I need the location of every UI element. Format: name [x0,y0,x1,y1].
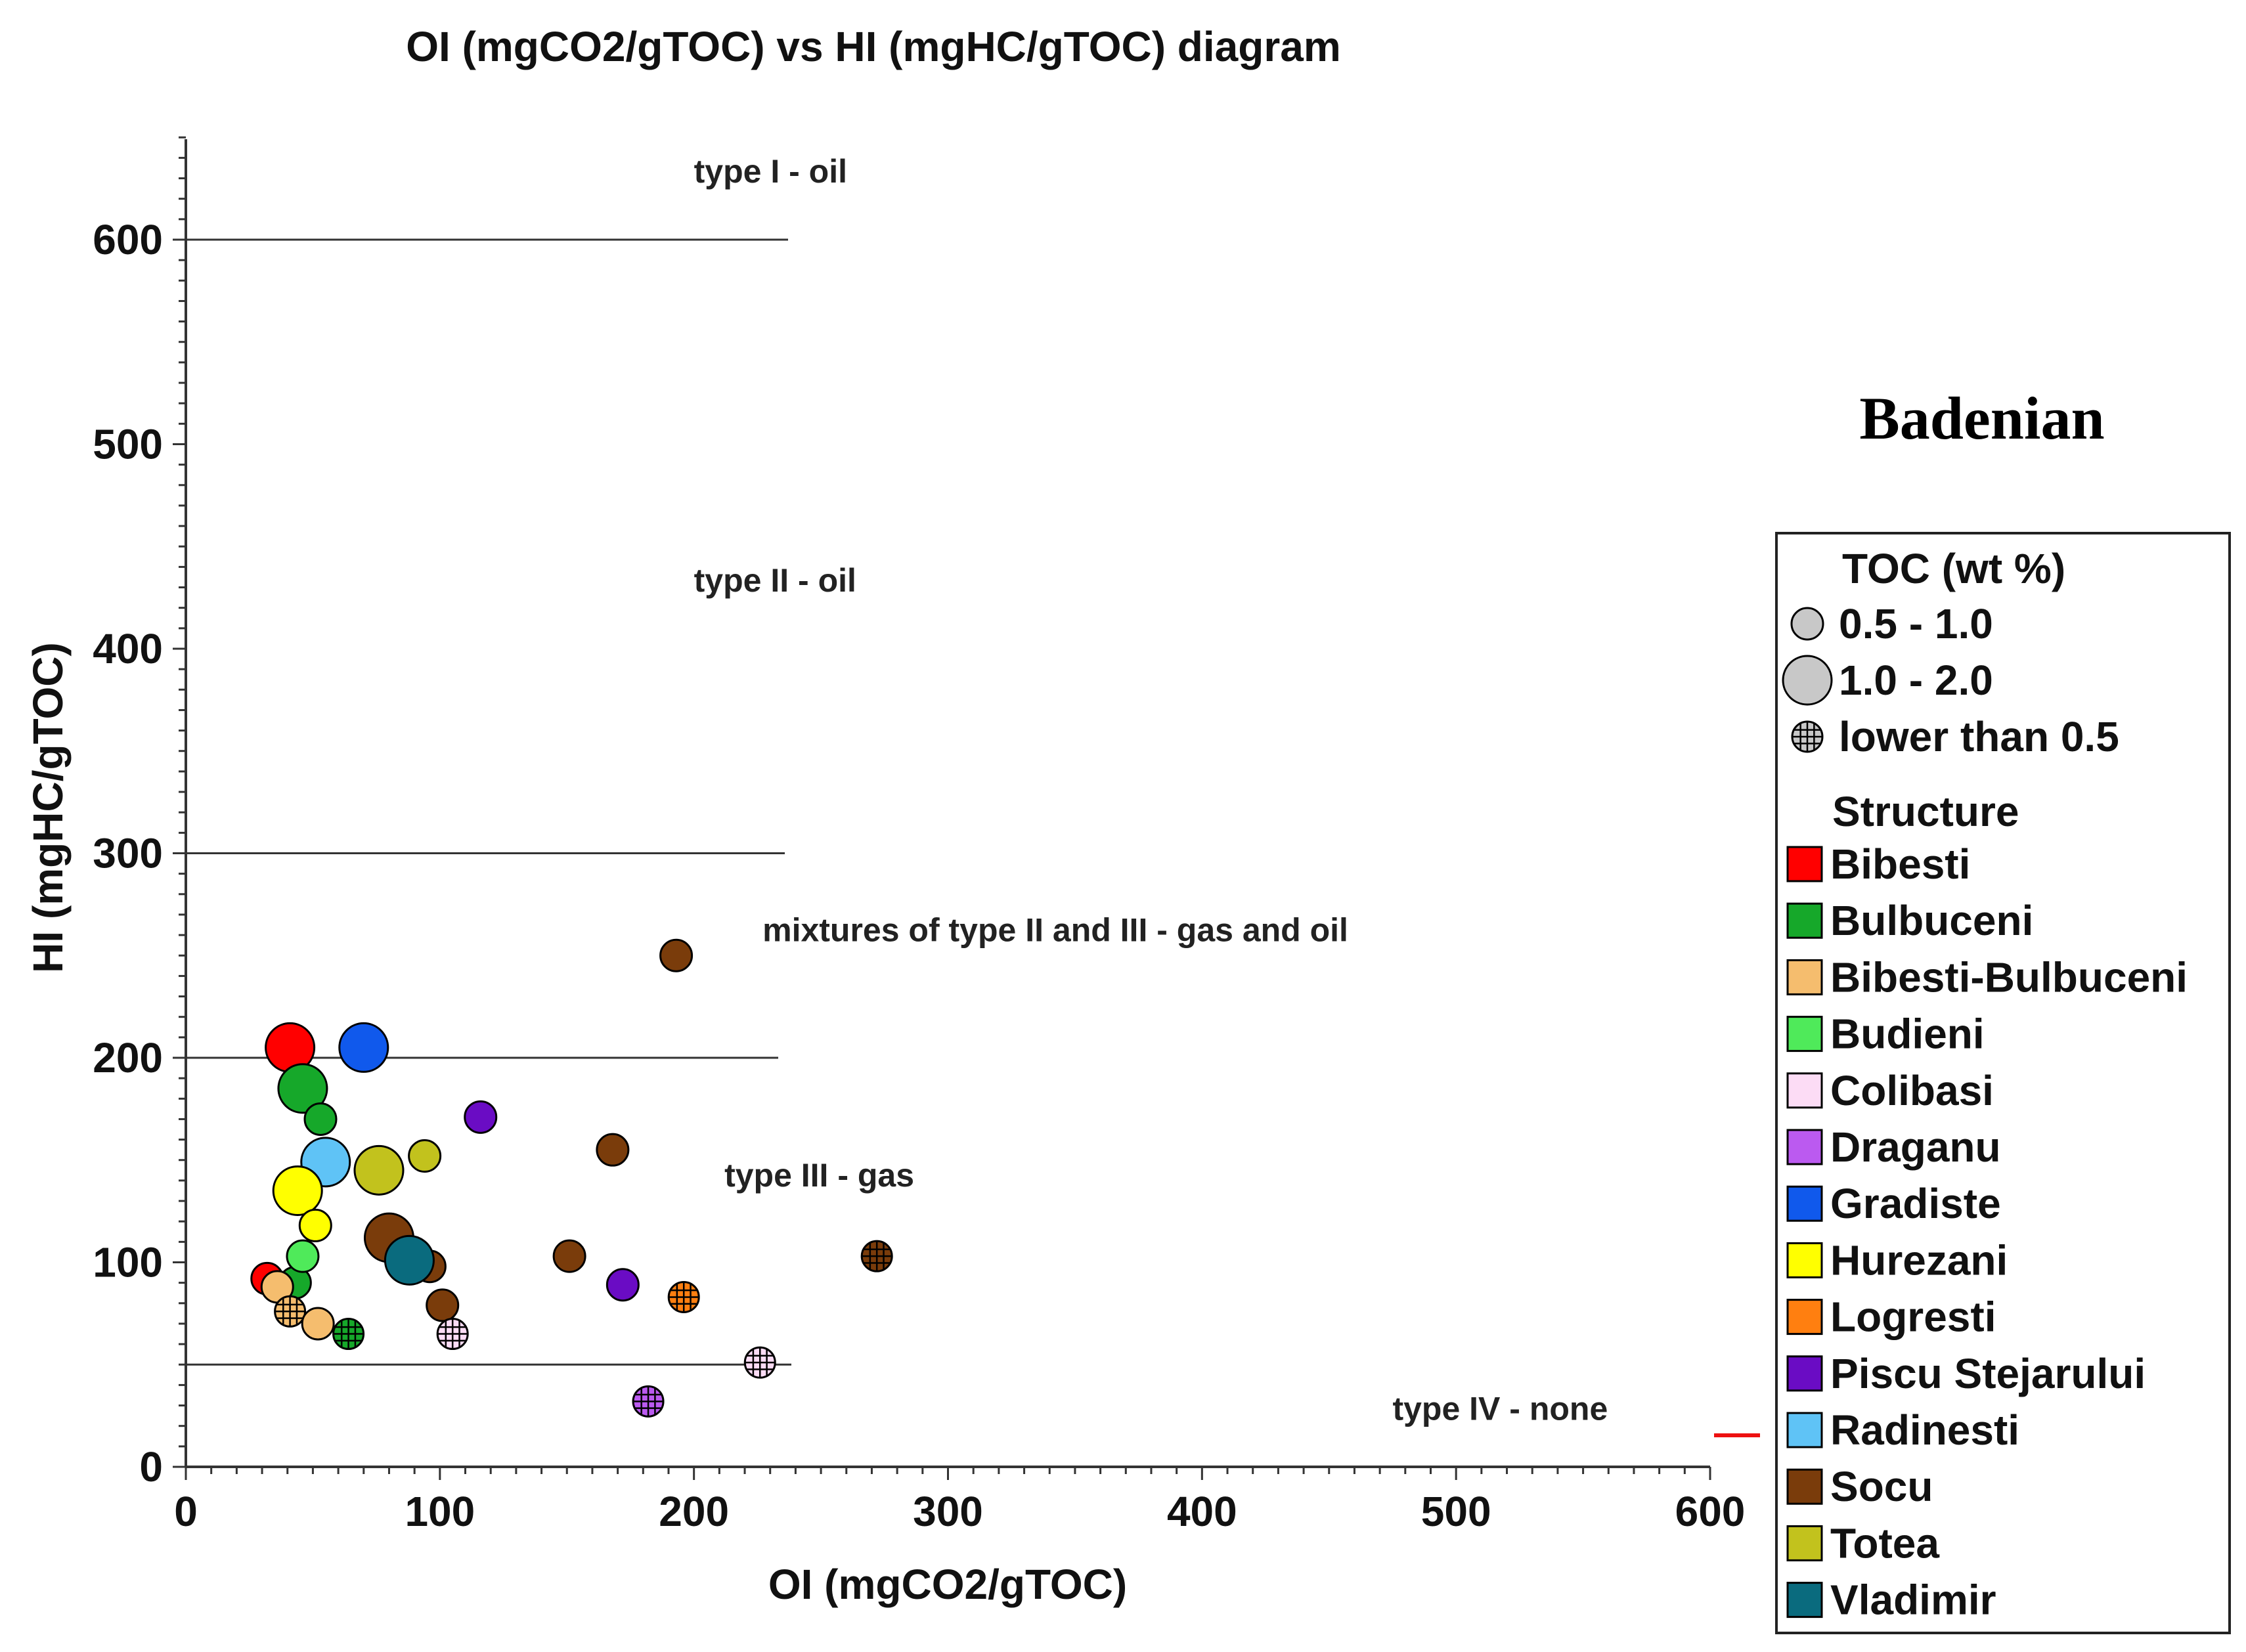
y-ticks: 0 100 200 300 400 500 600 [93,136,186,1490]
legend-swatch [1786,1129,1823,1165]
point-bibesti-bulbuceni [301,1307,335,1341]
legend-structure-label: Colibasi [1830,1067,1994,1114]
legend-structure-label: Hurezani [1830,1236,2008,1284]
legend-structure-entries: Bibesti Bulbuceni Bibesti-Bulbuceni Budieni… [1786,840,2188,1624]
legend-structure-label: Radinesti [1830,1406,2019,1454]
point-piscu-stejarului [464,1100,498,1134]
point-totea [408,1139,442,1173]
zone-label-2: mixtures of type II and III - gas and oi… [762,911,1348,948]
legend-swatch [1786,1016,1823,1053]
x-ticks: 0 100 200 300 400 500 600 [174,1467,1745,1535]
point-socu [596,1133,630,1167]
legend-size-symbol-large [1782,655,1833,706]
legend-structure-label: Vladimir [1830,1576,1996,1624]
zone-label-4: type IV - none [1392,1390,1608,1427]
point-bulbuceni [277,1063,328,1114]
y-tick-label: 200 [93,1034,163,1081]
legend-structure-label: Budieni [1830,1011,1985,1058]
y-tick-label: 400 [93,625,163,672]
legend-swatch [1786,1355,1823,1392]
point-gradiste [338,1022,389,1073]
y-tick-label: 0 [139,1443,163,1490]
point-bulbuceni [303,1102,338,1136]
point-totea [353,1144,405,1196]
point-socu [659,938,694,972]
legend-swatch [1786,1525,1823,1561]
legend-swatch [1786,959,1823,995]
x-tick-label: 500 [1421,1488,1491,1535]
legend-structure-label: Piscu Stejarului [1830,1350,2146,1397]
legend-toc-title: TOC (wt %) [1842,545,2065,592]
point-socu [552,1239,586,1273]
chart-title: OI (mgCO2/gTOC) vs HI (mgHC/gTOC) diagra… [406,23,1341,70]
data-points [250,938,893,1418]
y-tick-label: 300 [93,830,163,877]
badenian-label: Badenian [1859,385,2104,452]
point-vladimir [384,1234,435,1286]
legend: TOC (wt %) 0.5 - 1.0 1.0 - 2.0 lower than … [1775,532,2231,1634]
x-axis-label: OI (mgCO2/gTOC) [768,1561,1127,1608]
point-budieni [286,1239,320,1273]
zone-labels: type I - oil type II - oil mixtures of typ… [694,153,1608,1427]
point-hurezani [298,1208,332,1242]
legend-swatch [1786,902,1823,939]
legend-structure-title: Structure [1832,788,2019,835]
legend-structure-label: Bibesti [1830,840,1970,888]
legend-size-label: lower than 0.5 [1839,713,2119,760]
legend-swatch [1786,1468,1823,1505]
legend-structure-label: Totea [1830,1519,1939,1567]
legend-swatch [1786,1072,1823,1109]
legend-structure-label: Draganu [1830,1123,2001,1171]
y-tick-label: 100 [93,1239,163,1286]
zone-label-1: type II - oil [694,562,856,599]
legend-box [1775,532,2231,1634]
legend-swatch [1786,1185,1823,1222]
legend-size-entries: 0.5 - 1.0 1.0 - 2.0 lower than 0.5 [1782,600,2119,760]
zone-label-3: type III - gas [724,1157,914,1194]
legend-size-label: 0.5 - 1.0 [1839,600,1993,647]
legend-structure-label: Socu [1830,1463,1933,1510]
point-hurezani [272,1165,323,1216]
legend-swatch [1786,846,1823,882]
legend-swatch [1786,1582,1823,1619]
legend-structure-label: Logresti [1830,1293,1996,1341]
y-tick-label: 500 [93,421,163,468]
legend-structure-label: Gradiste [1830,1180,2001,1227]
x-tick-label: 300 [913,1488,983,1535]
point-socu [426,1288,460,1322]
x-tick-label: 400 [1167,1488,1237,1535]
x-tick-label: 600 [1675,1488,1746,1535]
y-tick-label: 600 [93,216,163,263]
legend-structure-label: Bibesti-Bulbuceni [1830,953,2188,1001]
x-tick-label: 100 [405,1488,475,1535]
legend-swatch [1786,1242,1823,1278]
x-tick-label: 0 [174,1488,198,1535]
legend-size-label: 1.0 - 2.0 [1839,657,1993,704]
legend-swatch [1786,1412,1823,1448]
legend-structure-label: Bulbuceni [1830,897,2033,944]
y-axis-label: HI (mgHC/gTOC) [24,642,72,973]
point-piscu-stejarului [606,1268,640,1302]
legend-size-symbol-small [1790,607,1824,641]
x-tick-label: 200 [659,1488,729,1535]
legend-swatch [1786,1299,1823,1336]
zone-label-0: type I - oil [694,153,847,190]
